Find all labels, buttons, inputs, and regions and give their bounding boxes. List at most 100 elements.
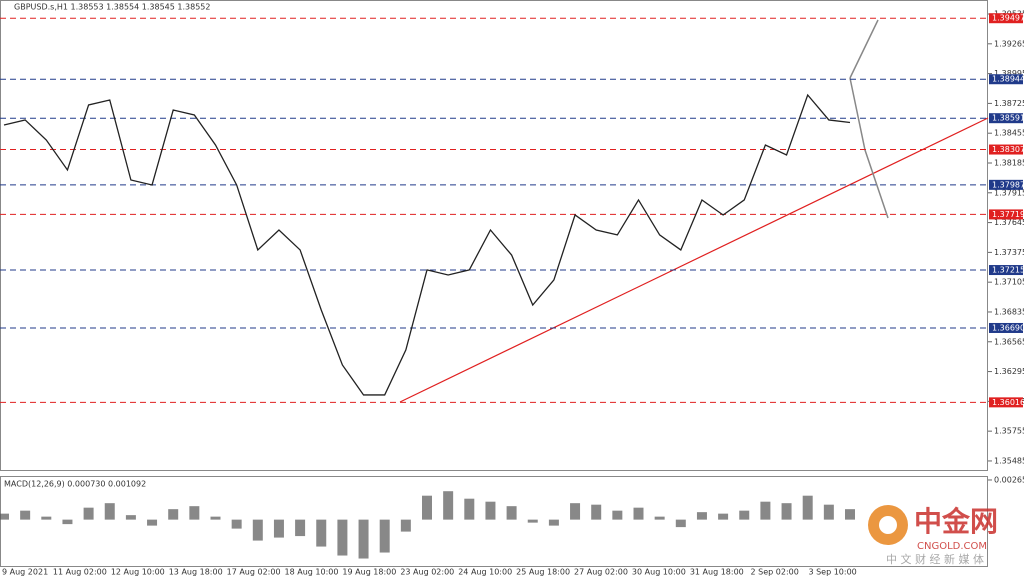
y-tick-label: 1.37915 — [994, 188, 1024, 197]
macd-bar — [845, 509, 855, 520]
macd-bar — [760, 501, 771, 520]
y-tick-label: 1.37375 — [994, 248, 1024, 257]
x-tick-label: 27 Aug 02:00 — [574, 568, 628, 577]
level-label: 1.36690 — [992, 323, 1024, 332]
macd-bar — [231, 519, 242, 529]
macd-bar — [316, 519, 327, 547]
macd-bar — [83, 507, 94, 520]
y-tick-label: 1.39265 — [994, 39, 1024, 48]
macd-bar — [104, 503, 115, 520]
level-tag — [989, 322, 1023, 333]
level-tag — [989, 144, 1023, 155]
macd-bar — [41, 516, 52, 520]
y-tick-label: 1.35755 — [994, 427, 1024, 436]
level-label: 1.38944 — [992, 75, 1024, 84]
tagline: 中 文 财 经 新 媒 体 — [886, 552, 984, 566]
y-tick-label: 1.36565 — [994, 337, 1024, 346]
macd-bar — [570, 503, 581, 520]
macd-bar — [295, 519, 306, 537]
x-tick-label: 18 Aug 10:00 — [285, 568, 339, 577]
y-tick-label: 1.37645 — [994, 218, 1024, 227]
main-panel — [0, 0, 988, 471]
level-tag — [989, 113, 1023, 124]
macd-bar — [506, 506, 517, 520]
macd-bar — [802, 495, 813, 520]
level-tag — [989, 13, 1023, 24]
macd-bar — [718, 513, 729, 520]
macd-bar — [464, 498, 475, 520]
macd-bar — [379, 519, 390, 553]
brand: 中金网 — [914, 505, 998, 538]
macd-bar — [654, 516, 665, 520]
x-tick-label: 2 Sep 02:00 — [751, 568, 799, 577]
macd-title: MACD(12,26,9) 0.000730 0.001092 — [4, 480, 146, 489]
projection-arrow — [849, 19, 879, 79]
macd-bar — [210, 516, 221, 520]
macd-bar — [781, 503, 792, 520]
macd-bar — [485, 501, 496, 520]
level-tag — [989, 209, 1023, 220]
level-label: 1.38307 — [992, 145, 1024, 154]
x-tick-label: 12 Aug 10:00 — [111, 568, 165, 577]
macd-bar — [823, 504, 834, 520]
macd-bar — [739, 510, 750, 520]
y-tick-label: 1.38725 — [994, 99, 1024, 108]
site: CNGOLD.COM — [917, 541, 987, 552]
x-tick-label: 13 Aug 18:00 — [169, 568, 223, 577]
macd-bar — [189, 506, 200, 520]
macd-bar — [527, 519, 538, 523]
macd-bar — [358, 519, 369, 559]
logo — [879, 516, 897, 534]
x-tick-label: 25 Aug 18:00 — [516, 568, 570, 577]
x-tick-label: 9 Aug 2021 — [2, 568, 48, 577]
level-label: 1.37987 — [992, 180, 1024, 189]
x-tick-label: 3 Sep 10:00 — [808, 568, 856, 577]
macd-bar — [0, 513, 9, 520]
macd-bar — [696, 512, 707, 520]
macd-bar — [168, 509, 179, 520]
macd-bar — [548, 519, 559, 526]
macd-bar — [675, 519, 686, 528]
macd-bar — [443, 491, 454, 520]
macd-bar — [252, 519, 263, 541]
macd-bar — [125, 515, 136, 520]
x-tick-label: 31 Aug 18:00 — [690, 568, 744, 577]
watermark: 中金网 CNGOLD.COM 中 文 财 经 新 媒 体 — [868, 505, 998, 566]
level-tag — [989, 397, 1023, 408]
y-tick-label: 1.36835 — [994, 307, 1024, 316]
level-label: 1.39497 — [992, 14, 1024, 23]
x-tick-label: 23 Aug 02:00 — [400, 568, 454, 577]
y-tick-label: 1.35485 — [994, 456, 1024, 465]
x-tick-label: 30 Aug 10:00 — [632, 568, 686, 577]
level-label: 1.37215 — [992, 266, 1024, 275]
chart-title: GBPUSD.s,H1 1.38553 1.38554 1.38545 1.38… — [14, 3, 210, 12]
macd-bar — [62, 519, 73, 525]
x-tick-label: 24 Aug 10:00 — [458, 568, 512, 577]
macd-bar — [400, 519, 411, 532]
y-tick-label: 0.002651 — [994, 475, 1024, 484]
level-label: 1.38591 — [992, 114, 1024, 123]
macd-bar — [633, 507, 644, 520]
y-tick-label: 1.38455 — [994, 129, 1024, 138]
x-tick-label: 19 Aug 18:00 — [342, 568, 396, 577]
macd-bar — [591, 504, 602, 520]
macd-bar — [337, 519, 348, 556]
level-tag — [989, 179, 1023, 190]
macd-bar — [422, 495, 432, 520]
y-tick-label: 1.38995 — [994, 69, 1024, 78]
price-line — [3, 93, 851, 396]
macd-bar — [273, 519, 284, 538]
level-tag — [989, 74, 1023, 85]
y-tick-label: 1.38185 — [994, 158, 1024, 167]
x-tick-label: 17 Aug 02:00 — [227, 568, 281, 577]
x-tick-label: 11 Aug 02:00 — [53, 568, 107, 577]
level-tag — [989, 265, 1023, 276]
macd-bar — [612, 510, 623, 520]
y-tick-label: 1.37105 — [994, 278, 1024, 287]
level-label: 1.37719 — [992, 210, 1024, 219]
macd-bar — [20, 510, 31, 520]
level-label: 1.36016 — [992, 398, 1024, 407]
y-tick-label: 1.36295 — [994, 367, 1024, 376]
macd-panel — [0, 476, 988, 567]
